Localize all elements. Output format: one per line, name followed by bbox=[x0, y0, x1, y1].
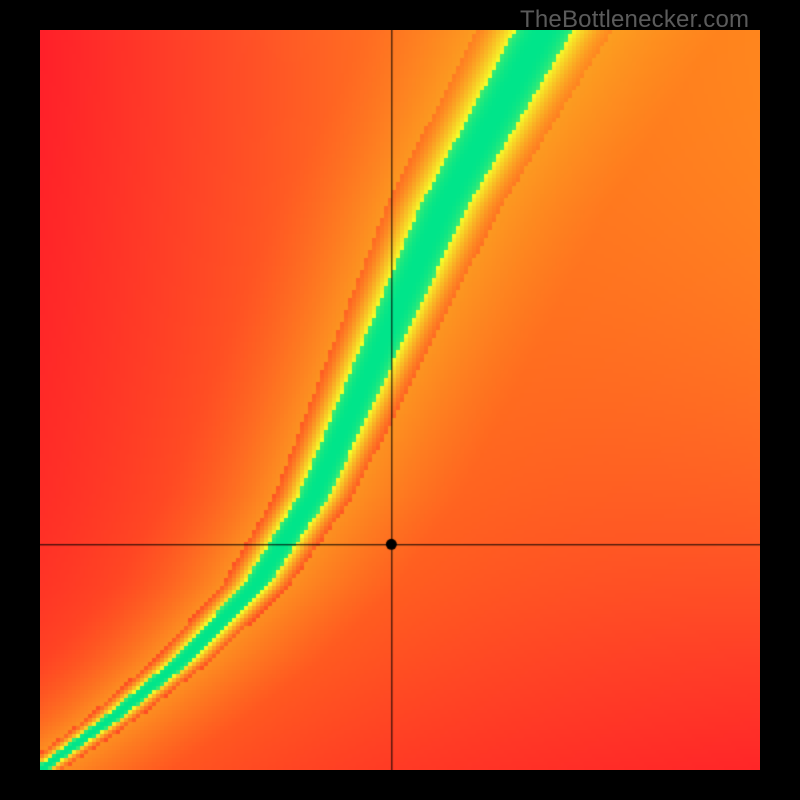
chart-container: TheBottlenecker.com bbox=[0, 0, 800, 800]
plot-area bbox=[40, 30, 760, 770]
heatmap-canvas bbox=[40, 30, 760, 770]
